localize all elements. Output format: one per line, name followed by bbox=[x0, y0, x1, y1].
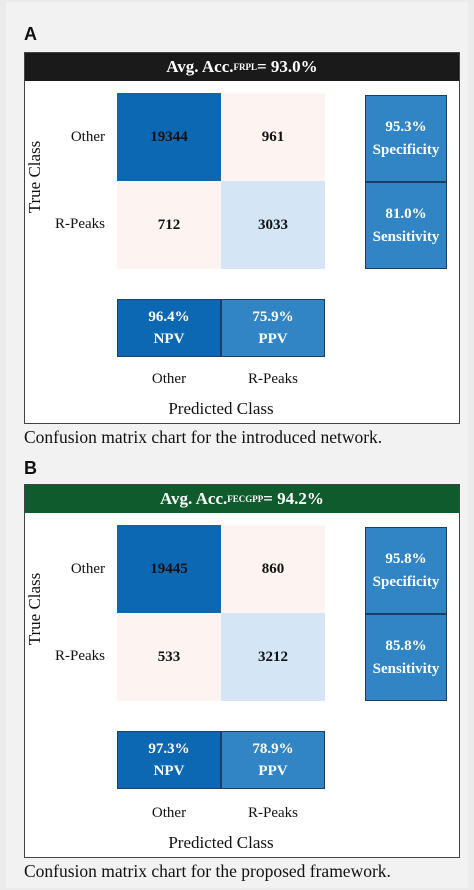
matrix-cell-tn: 19344 bbox=[117, 93, 221, 181]
sensitivity-label: Sensitivity bbox=[372, 660, 440, 677]
confusion-matrix-figure: Avg. Acc. FRPL = 93.0% True Class Other R… bbox=[24, 52, 460, 424]
ppv-value: 75.9% bbox=[252, 309, 294, 325]
sensitivity-label: Sensitivity bbox=[372, 228, 440, 245]
specificity-value: 95.3% bbox=[385, 118, 427, 135]
accuracy-subscript: FECGPP bbox=[227, 494, 264, 504]
accuracy-subscript: FRPL bbox=[233, 62, 258, 72]
sensitivity-value: 85.8% bbox=[385, 637, 427, 654]
y-axis-label: True Class bbox=[25, 572, 44, 646]
accuracy-header: Avg. Acc. FECGPP = 94.2% bbox=[25, 485, 459, 513]
npv-box: 96.4% NPV bbox=[117, 299, 221, 357]
accuracy-value: = 93.0% bbox=[257, 57, 318, 76]
panel-caption: Confusion matrix chart for the proposed … bbox=[24, 861, 391, 881]
specificity-value: 95.8% bbox=[385, 550, 427, 567]
matrix-cell-fn: 712 bbox=[117, 181, 221, 269]
npv-box: 97.3% NPV bbox=[117, 731, 221, 789]
y-axis-label: True Class bbox=[25, 140, 44, 214]
matrix-cell-fn: 533 bbox=[117, 613, 221, 701]
row-label-other: Other bbox=[70, 561, 105, 577]
x-axis-label: Predicted Class bbox=[168, 399, 274, 418]
accuracy-header: Avg. Acc. FRPL = 93.0% bbox=[25, 53, 459, 81]
ppv-label: PPV bbox=[258, 763, 288, 779]
figure-container: A Avg. Acc. FRPL = 93.0% True Class Other… bbox=[6, 2, 468, 888]
col-label-other: Other bbox=[151, 371, 187, 387]
col-label-other: Other bbox=[151, 805, 187, 821]
matrix-cell-fp: 961 bbox=[221, 93, 325, 181]
specificity-label: Specificity bbox=[372, 573, 440, 590]
row-label-other: Other bbox=[70, 129, 105, 145]
accuracy-prefix: Avg. Acc. bbox=[166, 57, 234, 76]
ppv-box: 78.9% PPV bbox=[221, 731, 325, 789]
specificity-box: 95.8% Specificity bbox=[365, 527, 447, 614]
ppv-label: PPV bbox=[258, 331, 288, 347]
row-label-rpeaks: R-Peaks bbox=[55, 648, 105, 664]
specificity-label: Specificity bbox=[372, 141, 440, 158]
sensitivity-value: 81.0% bbox=[385, 205, 427, 222]
matrix-cell-tn: 19445 bbox=[117, 525, 221, 613]
panel-letter: B bbox=[24, 458, 37, 478]
npv-label: NPV bbox=[153, 763, 185, 779]
matrix-cell-tp: 3212 bbox=[221, 613, 325, 701]
col-label-rpeaks: R-Peaks bbox=[248, 371, 298, 387]
x-axis-label: Predicted Class bbox=[168, 833, 274, 852]
matrix-cell-tp: 3033 bbox=[221, 181, 325, 269]
ppv-box: 75.9% PPV bbox=[221, 299, 325, 357]
sensitivity-box: 81.0% Sensitivity bbox=[365, 182, 447, 269]
npv-value: 96.4% bbox=[148, 309, 190, 325]
sensitivity-box: 85.8% Sensitivity bbox=[365, 614, 447, 701]
confusion-matrix-figure: Avg. Acc. FECGPP = 94.2% True Class Other… bbox=[24, 484, 460, 858]
panel-caption: Confusion matrix chart for the introduce… bbox=[24, 427, 383, 447]
npv-label: NPV bbox=[153, 331, 185, 347]
row-label-rpeaks: R-Peaks bbox=[55, 216, 105, 232]
col-label-rpeaks: R-Peaks bbox=[248, 805, 298, 821]
specificity-box: 95.3% Specificity bbox=[365, 95, 447, 182]
accuracy-prefix: Avg. Acc. bbox=[160, 489, 228, 508]
accuracy-value: = 94.2% bbox=[263, 489, 324, 508]
npv-value: 97.3% bbox=[148, 741, 190, 757]
panel-letter: A bbox=[24, 24, 37, 44]
matrix-cell-fp: 860 bbox=[221, 525, 325, 613]
ppv-value: 78.9% bbox=[252, 741, 294, 757]
